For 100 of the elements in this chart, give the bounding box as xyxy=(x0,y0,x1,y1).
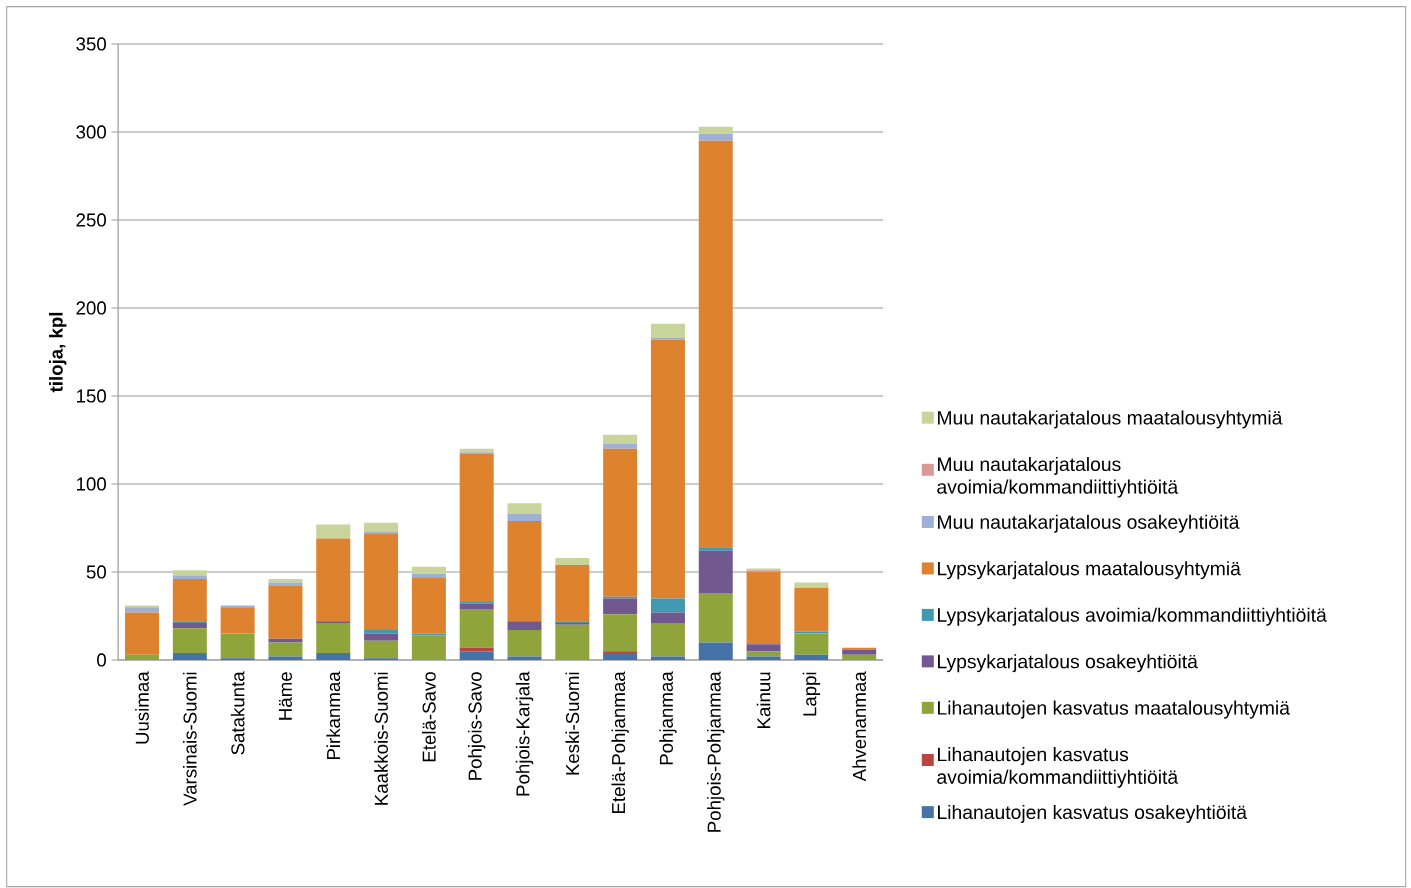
legend-label: Lypsykarjatalous maatalousyhtymiä xyxy=(938,561,1241,580)
bar xyxy=(650,339,685,599)
bar xyxy=(842,649,877,655)
y-tick-label: 350 xyxy=(76,37,106,51)
bar xyxy=(172,652,207,660)
bar xyxy=(459,608,494,648)
y-axis-title: tiloja, kpl xyxy=(49,312,67,393)
bar xyxy=(125,612,160,655)
x-tick-label: Etelä-Pohjanmaa xyxy=(611,671,629,814)
bar xyxy=(650,598,685,613)
bar xyxy=(650,623,685,657)
x-tick-label: Kaakkois-Suomi xyxy=(374,672,388,805)
bar xyxy=(555,564,590,622)
bar xyxy=(172,570,207,576)
x-tick-label: Pohjois-Pohjanmaa xyxy=(707,671,725,832)
bar xyxy=(364,640,399,659)
bar xyxy=(698,133,733,141)
bar xyxy=(316,538,351,622)
x-tick-label: Lappi xyxy=(802,672,821,716)
bar xyxy=(794,654,829,660)
bar xyxy=(364,633,399,641)
x-tick-label: Häme xyxy=(278,672,292,720)
x-tick-label: Satakunta xyxy=(230,671,245,755)
bar xyxy=(268,579,303,583)
bar xyxy=(555,557,590,565)
bar xyxy=(364,522,399,532)
bar xyxy=(650,612,685,624)
x-tick-label: Pohjanmaa xyxy=(659,671,677,765)
bar xyxy=(603,448,638,597)
legend-label: Muu nautakarjatalous maatalousyhtymiä xyxy=(938,410,1283,429)
bar xyxy=(268,656,303,660)
bar xyxy=(172,623,207,629)
bar xyxy=(555,624,590,660)
bar xyxy=(794,582,829,588)
bar xyxy=(698,642,733,660)
bar xyxy=(746,651,781,657)
bar xyxy=(459,651,494,660)
bar xyxy=(746,644,781,652)
bar xyxy=(698,550,733,594)
bar xyxy=(507,520,542,622)
bar xyxy=(411,635,446,660)
y-tick-label: 50 xyxy=(86,565,106,579)
bar xyxy=(459,603,494,609)
bar xyxy=(698,126,733,134)
bar xyxy=(411,577,446,634)
y-tick-label: 100 xyxy=(77,477,106,491)
y-tick-label: 250 xyxy=(76,213,106,227)
x-tick-label: Pohjois-Savo xyxy=(467,672,486,780)
bar xyxy=(603,652,638,660)
y-tick-label: 0 xyxy=(97,653,106,667)
bar xyxy=(172,579,207,622)
legend-label: Lihanautojen kasvatus osakeyhtiöitä xyxy=(938,804,1247,823)
x-tick-label: Pirkanmaa xyxy=(326,671,341,760)
bar xyxy=(220,633,255,659)
bar xyxy=(125,607,160,613)
bar xyxy=(507,621,542,631)
legend-label: Muu nautakarjatalous osakeyhtiöitä xyxy=(938,514,1240,533)
bar xyxy=(603,443,638,449)
x-tick-label: Varsinais-Suomi xyxy=(182,672,197,806)
bar xyxy=(603,614,638,652)
bar xyxy=(603,598,638,615)
bar xyxy=(316,524,351,539)
x-tick-label: Keski-Suomi xyxy=(565,672,580,775)
bar xyxy=(364,533,399,631)
x-tick-label: Kainuu xyxy=(756,672,771,728)
bar xyxy=(794,587,829,632)
bar xyxy=(507,513,542,521)
x-tick-label: Pohjois-Karjala xyxy=(515,671,534,796)
bar xyxy=(316,652,351,660)
bar xyxy=(411,566,446,574)
bar xyxy=(316,623,351,653)
bar xyxy=(268,586,303,639)
y-tick-label: 150 xyxy=(77,389,106,403)
x-tick-label: Uusimaa xyxy=(135,671,149,744)
bar xyxy=(698,547,733,551)
bar xyxy=(746,571,781,645)
y-tick-label: 300 xyxy=(76,125,106,139)
bar xyxy=(220,607,255,634)
bar xyxy=(698,593,733,643)
bar xyxy=(125,654,160,660)
bar xyxy=(746,656,781,660)
legend-label: Lypsykarjatalous osakeyhtiöitä xyxy=(938,654,1198,673)
bar xyxy=(650,323,685,338)
legend-label: Lypsykarjatalous avoimia/kommandiittiyhtiöitä xyxy=(938,607,1327,626)
bar xyxy=(842,654,877,660)
legend-label: Lihanautojen kasvatus maatalousyhtymiä xyxy=(938,700,1290,719)
legend-label: Lihanautojen kasvatus avoimia/kommandiittiyhtiöitä xyxy=(937,747,1179,788)
x-tick-label: Etelä-Savo xyxy=(422,672,436,762)
x-tick-label: Ahvenanmaa xyxy=(852,671,867,782)
bar xyxy=(172,628,207,653)
bar xyxy=(794,633,829,655)
legend-label: Muu nautakarjatalous avoimia/kommandiittiyhtiöitä xyxy=(937,456,1179,498)
bar xyxy=(268,642,303,657)
y-tick-label: 200 xyxy=(76,301,106,315)
bar xyxy=(364,630,399,634)
bar xyxy=(698,140,733,548)
bar xyxy=(650,656,685,660)
bar xyxy=(507,656,542,660)
bar xyxy=(459,454,494,602)
bar xyxy=(603,434,638,444)
